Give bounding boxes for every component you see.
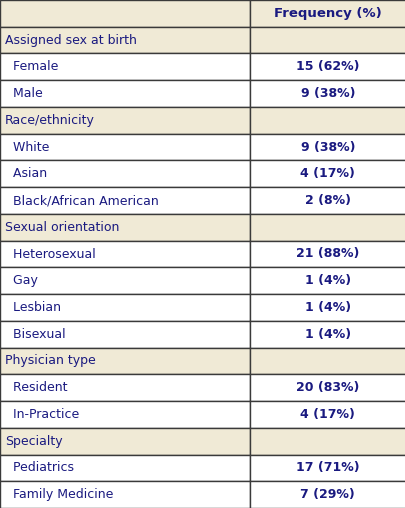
Text: Asian: Asian	[5, 167, 47, 180]
Bar	[249, 53, 405, 80]
Text: White: White	[5, 141, 49, 153]
Bar	[0, 347, 249, 374]
Bar	[0, 321, 249, 347]
Bar	[0, 27, 249, 53]
Bar	[249, 80, 405, 107]
Bar	[0, 428, 249, 455]
Text: 4 (17%): 4 (17%)	[300, 167, 354, 180]
Text: Lesbian: Lesbian	[5, 301, 61, 314]
Text: 9 (38%): 9 (38%)	[300, 87, 354, 100]
Text: 15 (62%): 15 (62%)	[295, 60, 359, 73]
Bar	[249, 241, 405, 267]
Bar	[249, 294, 405, 321]
Bar	[249, 374, 405, 401]
Text: 1 (4%): 1 (4%)	[304, 274, 350, 287]
Text: Bisexual: Bisexual	[5, 328, 65, 341]
Text: Black/African American: Black/African American	[5, 194, 158, 207]
Bar	[249, 267, 405, 294]
Text: Male: Male	[5, 87, 43, 100]
Bar	[0, 187, 249, 214]
Bar	[249, 481, 405, 508]
Text: Heterosexual: Heterosexual	[5, 247, 96, 261]
Bar	[0, 107, 249, 134]
Text: 7 (29%): 7 (29%)	[300, 488, 354, 501]
Bar	[249, 0, 405, 27]
Bar	[249, 107, 405, 134]
Text: 4 (17%): 4 (17%)	[300, 408, 354, 421]
Bar	[249, 428, 405, 455]
Bar	[249, 455, 405, 481]
Bar	[0, 374, 249, 401]
Bar	[249, 214, 405, 241]
Text: Family Medicine: Family Medicine	[5, 488, 113, 501]
Bar	[0, 267, 249, 294]
Bar	[0, 455, 249, 481]
Bar	[0, 481, 249, 508]
Bar	[0, 161, 249, 187]
Bar	[249, 321, 405, 347]
Text: In-Practice: In-Practice	[5, 408, 79, 421]
Bar	[0, 134, 249, 161]
Text: 21 (88%): 21 (88%)	[295, 247, 359, 261]
Text: Assigned sex at birth: Assigned sex at birth	[5, 34, 136, 47]
Text: Gay: Gay	[5, 274, 38, 287]
Bar	[0, 401, 249, 428]
Bar	[0, 53, 249, 80]
Text: 1 (4%): 1 (4%)	[304, 301, 350, 314]
Text: 20 (83%): 20 (83%)	[295, 381, 359, 394]
Bar	[0, 80, 249, 107]
Bar	[0, 241, 249, 267]
Text: Pediatrics: Pediatrics	[5, 461, 74, 474]
Bar	[249, 134, 405, 161]
Bar	[249, 161, 405, 187]
Text: 1 (4%): 1 (4%)	[304, 328, 350, 341]
Bar	[249, 27, 405, 53]
Text: Frequency (%): Frequency (%)	[273, 7, 381, 20]
Bar	[249, 187, 405, 214]
Text: 17 (71%): 17 (71%)	[295, 461, 359, 474]
Text: Race/ethnicity: Race/ethnicity	[5, 114, 94, 127]
Bar	[0, 214, 249, 241]
Bar	[249, 347, 405, 374]
Text: Sexual orientation: Sexual orientation	[5, 221, 119, 234]
Bar	[0, 294, 249, 321]
Text: Resident: Resident	[5, 381, 67, 394]
Text: Female: Female	[5, 60, 58, 73]
Text: 9 (38%): 9 (38%)	[300, 141, 354, 153]
Text: Physician type: Physician type	[5, 355, 96, 367]
Bar	[0, 0, 249, 27]
Text: Specialty: Specialty	[5, 435, 62, 448]
Text: 2 (8%): 2 (8%)	[304, 194, 350, 207]
Bar	[249, 401, 405, 428]
